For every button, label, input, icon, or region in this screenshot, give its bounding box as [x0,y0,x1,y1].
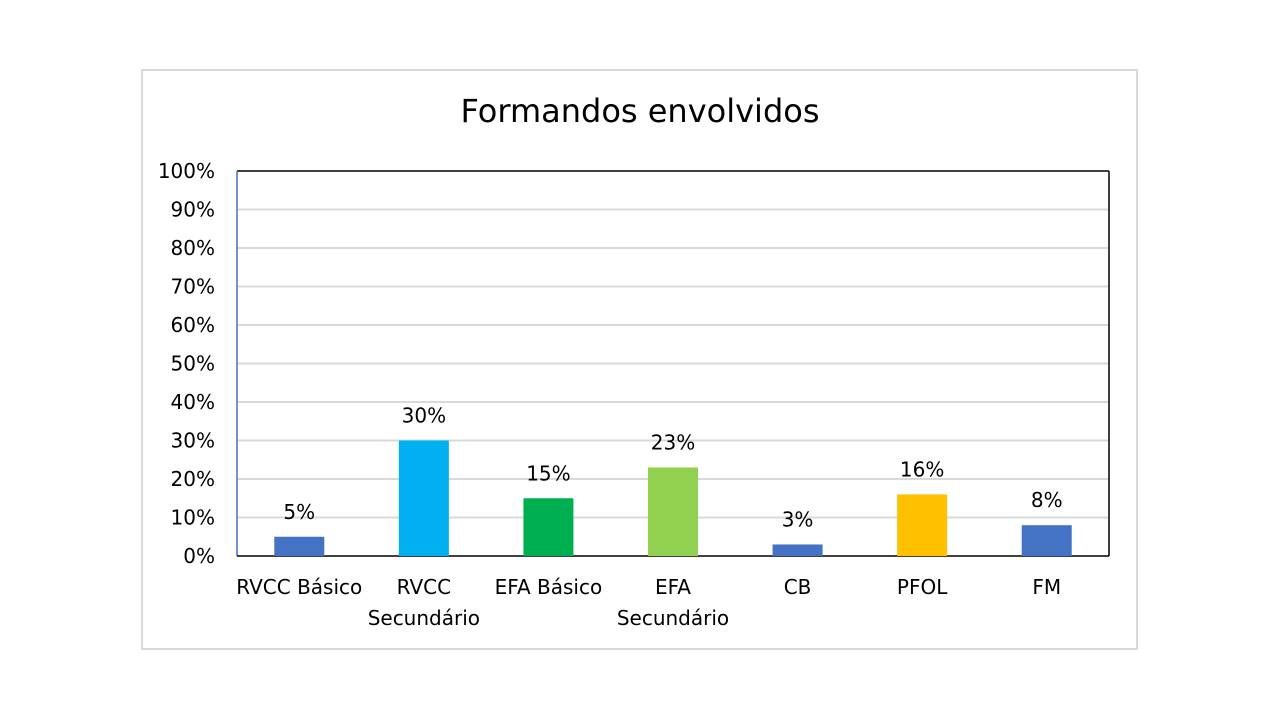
bars [274,440,1072,556]
chart-title: Formandos envolvidos [460,92,820,130]
data-label: 16% [900,457,944,481]
data-label: 8% [1031,488,1063,512]
x-tick-label: FM [1032,575,1061,599]
y-tick-label: 40% [171,390,215,414]
x-tick-label: EFA Secundário [617,575,729,630]
bar [398,440,449,556]
x-tick-labels: RVCC Básico RVCC Secundário EFA Básico EFA Se… [236,575,1061,630]
data-label: 3% [782,507,814,531]
bar [274,536,325,556]
y-tick-label: 80% [171,236,215,260]
data-label: 5% [283,500,315,524]
grid-lines [237,208,1109,519]
data-label: 23% [651,430,695,454]
bar [772,544,823,556]
y-tick-label: 0% [183,544,215,568]
y-tick-label: 20% [171,467,215,491]
bar [648,467,698,556]
data-labels: 5% 30% 15% 23% 3% 16% 8% [283,404,1062,532]
y-tick-label: 50% [171,352,215,376]
data-label: 15% [526,461,570,485]
y-tick-label: 70% [171,275,215,299]
x-tick-label: EFA Básico [495,575,603,599]
y-tick-label: 60% [171,313,215,337]
x-tick-label: CB [784,575,812,599]
bar [897,494,948,556]
x-tick-label: PFOL [897,575,948,599]
y-tick-label: 90% [171,198,215,222]
y-tick-label: 30% [171,429,215,453]
y-tick-label: 10% [171,506,215,530]
bar [1021,525,1072,556]
data-label: 30% [402,404,446,428]
y-tick-label: 100% [158,159,215,183]
bar [523,498,574,556]
x-tick-label: RVCC Secundário [368,575,480,630]
x-tick-label: RVCC Básico [236,575,362,599]
y-tick-labels: 0% 10% 20% 30% 40% 50% 60% 70% 80% 90% 100% [158,159,215,568]
